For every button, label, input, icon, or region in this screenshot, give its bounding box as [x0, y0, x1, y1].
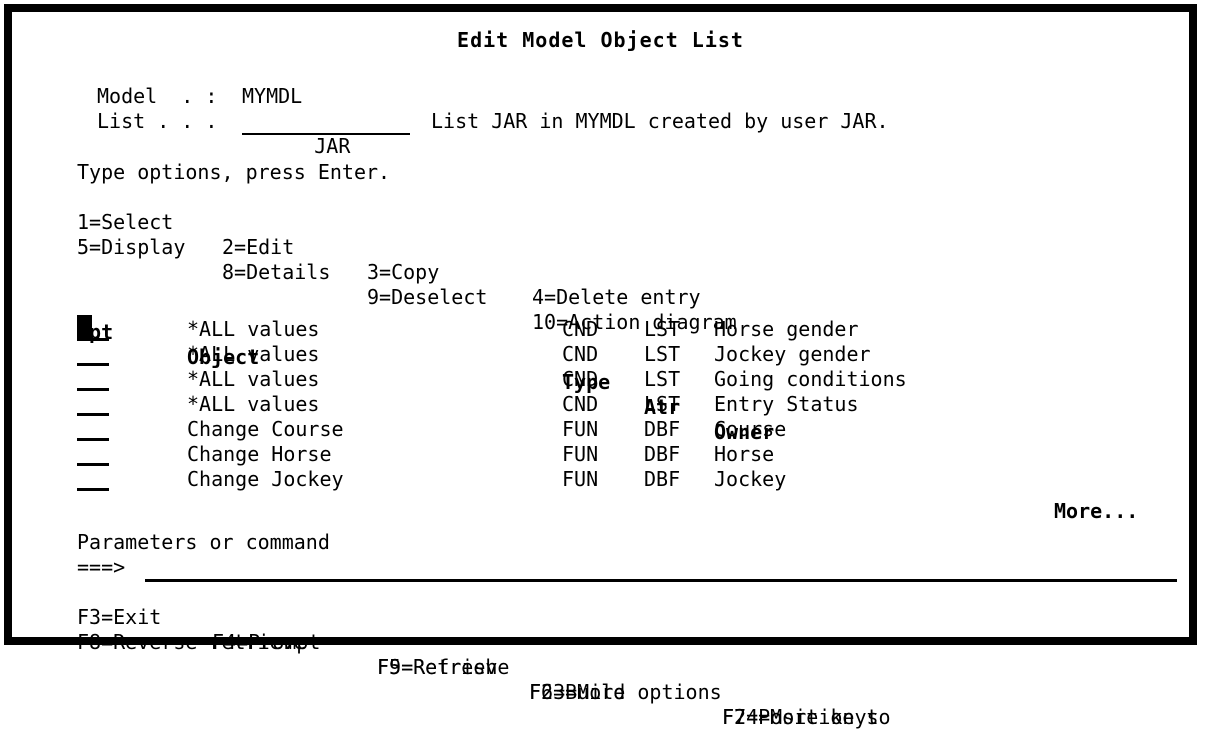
cell-owner: Horse gender — [714, 317, 859, 341]
column-header-atr: Atr — [644, 395, 681, 419]
opt-field[interactable] — [77, 392, 111, 417]
list-label: List . . . — [97, 109, 218, 133]
opt-input[interactable] — [77, 417, 111, 440]
fkey-f3-exit[interactable]: F3=Exit — [77, 605, 162, 629]
opt-input[interactable] — [77, 367, 111, 390]
opt-field[interactable] — [77, 367, 111, 392]
cell-owner: Course — [714, 417, 787, 441]
opt-field[interactable] — [77, 342, 111, 367]
opt-input[interactable] — [77, 442, 111, 465]
column-header-owner: Owner — [714, 420, 775, 444]
fkey-f4-prompt[interactable]: F4=Prompt — [212, 630, 321, 654]
option-9-deselect: 9=Deselect — [367, 285, 488, 309]
column-header-type: Type — [562, 370, 611, 394]
function-key-row-2: F8=Reverse retrieve F9=Retrieve F23=More… — [77, 605, 879, 755]
option-1-select: 1=Select — [77, 210, 174, 234]
opt-field[interactable] — [77, 315, 111, 342]
page-title: Edit Model Object List — [457, 28, 744, 52]
opt-field[interactable] — [77, 442, 111, 467]
cell-atr: LST — [644, 342, 681, 366]
cell-owner: Jockey gender — [714, 342, 871, 366]
cell-atr: LST — [644, 317, 681, 341]
opt-input[interactable] — [77, 342, 111, 365]
cell-type: CND — [562, 367, 599, 391]
list-name-input[interactable] — [314, 135, 483, 158]
cell-object: Change Horse — [187, 442, 332, 466]
cell-type: CND — [562, 342, 599, 366]
cell-atr: DBF — [644, 442, 681, 466]
cell-atr: LST — [644, 367, 681, 391]
cell-object: *ALL values — [187, 392, 320, 416]
fkey-f24-more-keys[interactable]: F24=More keys — [722, 705, 879, 729]
model-value: MYMDL — [242, 84, 303, 108]
cell-owner: Horse — [714, 442, 775, 466]
cell-atr: LST — [644, 392, 681, 416]
option-4-delete-entry: 4=Delete entry — [532, 285, 701, 309]
terminal-screen-frame: Edit Model Object List Model . : MYMDL L… — [4, 4, 1211, 729]
cell-type: CND — [562, 317, 599, 341]
option-8-details: 8=Details — [222, 260, 331, 284]
opt-input[interactable] — [77, 392, 111, 415]
list-description: List JAR in MYMDL created by user JAR. — [431, 109, 889, 133]
cell-type: FUN — [562, 417, 599, 441]
cell-owner: Going conditions — [714, 367, 907, 391]
fkey-f8-reverse-retrieve[interactable]: F8=Reverse retrieve — [77, 630, 306, 654]
option-2-edit: 2=Edit — [222, 235, 295, 259]
cell-type: CND — [562, 392, 599, 416]
instructions-prompt: Type options, press Enter. — [77, 160, 391, 184]
more-indicator: More... — [1054, 499, 1139, 523]
model-label: Model . : — [97, 84, 218, 108]
fkey-f23-more-options[interactable]: F23=More options — [529, 680, 722, 704]
option-legend-row-2: 5=Display 8=Details 9=Deselect 10=Action… — [77, 210, 737, 360]
cell-type: FUN — [562, 467, 599, 491]
cell-owner: Jockey — [714, 467, 787, 491]
command-input[interactable] — [217, 581, 1211, 604]
opt-field[interactable] — [77, 417, 111, 442]
terminal-screen: Edit Model Object List Model . : MYMDL L… — [12, 12, 1211, 729]
cell-type: FUN — [562, 442, 599, 466]
opt-field[interactable] — [77, 467, 111, 492]
cell-owner: Entry Status — [714, 392, 859, 416]
option-legend-row-1: 1=Select 2=Edit 3=Copy 4=Delete entry — [77, 185, 701, 335]
cell-object: Change Jockey — [187, 467, 344, 491]
cell-atr: DBF — [644, 467, 681, 491]
cell-object: *ALL values — [187, 317, 320, 341]
command-arrow: ===> — [77, 555, 126, 579]
list-name-field[interactable] — [242, 109, 483, 158]
cell-atr: DBF — [644, 417, 681, 441]
command-label: Parameters or command — [77, 530, 330, 554]
cell-object: Change Course — [187, 417, 344, 441]
opt-input[interactable] — [77, 317, 111, 340]
option-10-action-diagram: 10=Action diagram — [532, 310, 737, 334]
option-5-display: 5=Display — [77, 235, 186, 259]
cell-object: *ALL values — [187, 367, 320, 391]
cell-object: *ALL values — [187, 342, 320, 366]
opt-input[interactable] — [77, 467, 111, 490]
column-header-object: Object — [187, 345, 260, 369]
option-3-copy: 3=Copy — [367, 260, 440, 284]
command-field[interactable] — [145, 555, 1211, 604]
fkey-f9-retrieve[interactable]: F9=Retrieve — [377, 655, 510, 679]
